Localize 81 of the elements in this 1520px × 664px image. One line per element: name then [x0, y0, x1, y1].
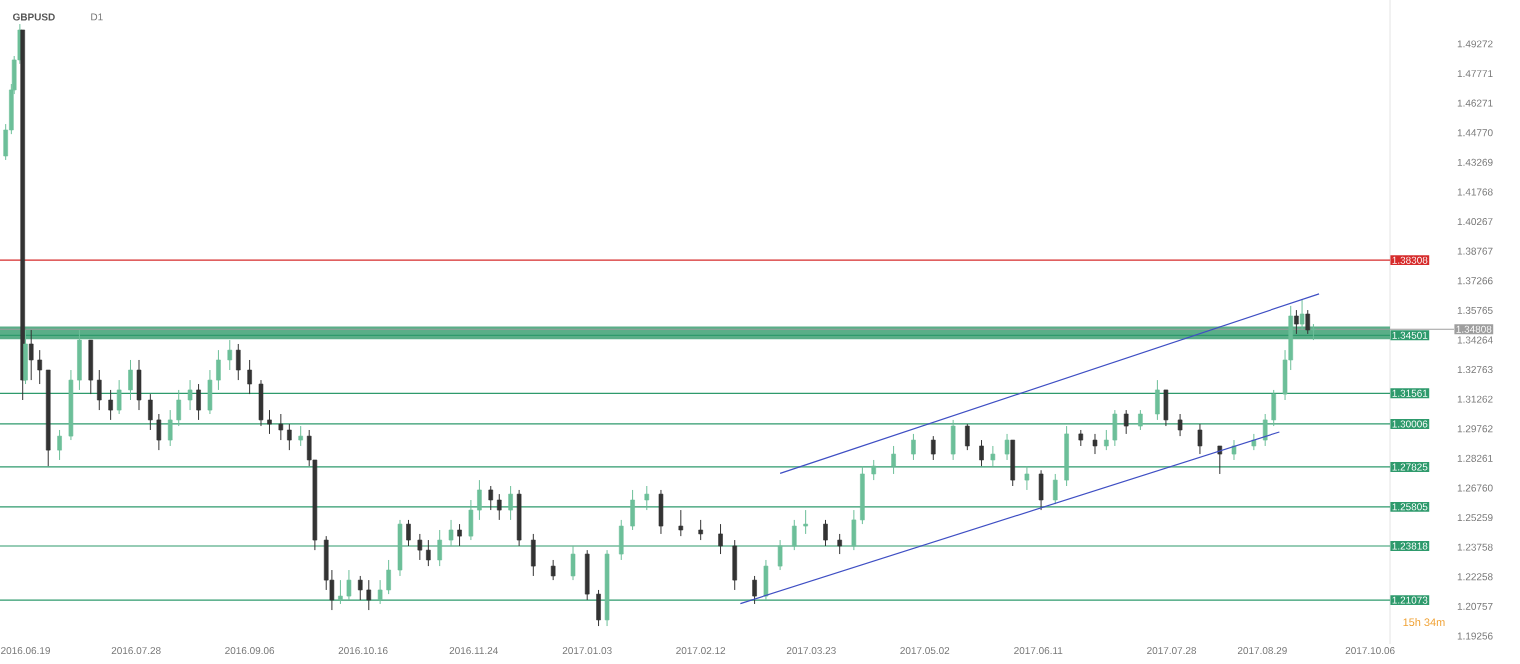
candlestick	[88, 339, 94, 395]
candlestick	[596, 589, 601, 627]
candlestick	[1197, 423, 1203, 455]
candlestick	[911, 433, 916, 461]
candlestick	[346, 569, 352, 601]
candlestick	[227, 339, 233, 371]
candlestick	[496, 493, 502, 521]
candlestick	[823, 519, 828, 547]
candlestick	[618, 519, 624, 561]
candlestick	[1305, 309, 1311, 335]
candlestick	[258, 379, 264, 427]
candlestick	[1024, 465, 1030, 491]
candlestick	[803, 509, 808, 535]
candlestick	[732, 539, 737, 591]
candlestick	[128, 359, 133, 401]
candlestick	[116, 379, 122, 415]
candlestick	[278, 413, 284, 441]
candlestick	[1155, 379, 1160, 421]
candlestick	[406, 519, 411, 547]
candlestick	[247, 359, 252, 395]
candlestick	[1231, 439, 1237, 461]
candlestick	[28, 329, 34, 381]
candlestick	[1064, 425, 1069, 487]
candlestick	[37, 349, 42, 385]
candlestick	[1052, 473, 1058, 505]
candlestick	[990, 445, 996, 467]
candlestick	[1294, 309, 1299, 335]
candlestick	[979, 439, 984, 467]
candlestick	[630, 489, 635, 531]
candlestick	[1299, 299, 1305, 331]
candlestick	[777, 539, 783, 571]
candlestick	[763, 559, 769, 601]
candlestick	[871, 459, 876, 481]
candlestick	[1038, 469, 1044, 511]
candlestick	[488, 485, 494, 511]
candlestick	[658, 489, 664, 535]
candlestick	[1123, 409, 1129, 435]
candlestick	[891, 445, 896, 475]
candlestick	[531, 533, 536, 577]
candlestick	[287, 423, 292, 451]
candlestick	[644, 485, 650, 511]
candlestick	[448, 519, 454, 547]
candlestick	[698, 519, 703, 541]
candlestick	[437, 529, 442, 567]
candlestick	[298, 425, 303, 447]
candlestick	[57, 429, 62, 461]
candlestick	[1177, 413, 1183, 437]
candlestick	[97, 369, 102, 411]
candlestick	[965, 423, 970, 451]
candlestick	[570, 545, 576, 581]
candlestick	[508, 485, 513, 521]
candlestick	[584, 549, 590, 601]
candlestick	[187, 379, 193, 411]
candlestick	[236, 343, 241, 381]
candlestick	[457, 523, 462, 547]
candlestick	[417, 533, 423, 561]
candlestick	[851, 509, 857, 551]
candlestick	[950, 419, 956, 461]
candlestick	[196, 383, 201, 421]
candlestick	[108, 389, 113, 421]
candlestick	[1138, 409, 1143, 431]
candlestick	[516, 489, 522, 547]
candlestick	[136, 359, 142, 411]
candlestick	[1092, 433, 1098, 455]
candlestick	[357, 575, 363, 601]
candlestick	[931, 435, 936, 461]
candlestick	[426, 539, 431, 567]
candlestick	[23, 329, 28, 385]
candlestick	[837, 533, 842, 555]
candlestick	[1163, 389, 1169, 427]
candlestick	[752, 575, 757, 605]
candlestick	[1112, 409, 1118, 447]
candlestick	[550, 559, 556, 581]
candlestick	[718, 523, 723, 555]
candlestick	[397, 519, 403, 577]
candlestick	[678, 509, 684, 537]
candlestick	[1010, 439, 1015, 487]
candlestick	[860, 465, 865, 525]
candlestick	[1004, 433, 1010, 461]
candlestick	[366, 579, 372, 611]
candlestick	[792, 519, 797, 551]
